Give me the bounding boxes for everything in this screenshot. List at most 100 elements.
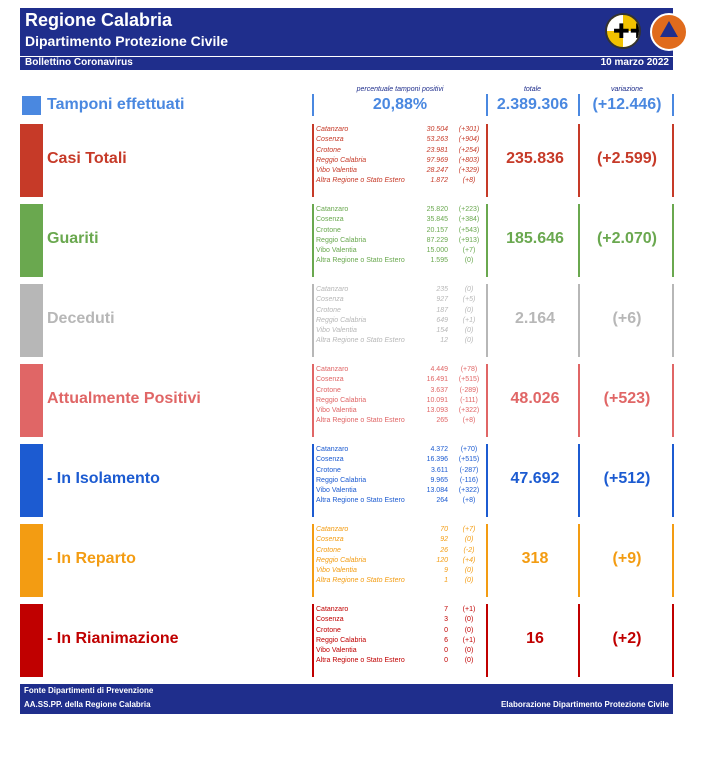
section-title: Deceduti <box>47 310 115 327</box>
province-delta: (+543) <box>458 226 480 234</box>
province-value: 20.157 <box>426 226 448 234</box>
province-value: 13.084 <box>426 487 448 495</box>
province-name: Catanzaro <box>316 526 349 533</box>
divider-line <box>672 204 674 277</box>
province-name: Altra Regione o Stato Estero <box>316 417 405 425</box>
section-variation: (+9) <box>612 550 642 567</box>
province-row: Crotone 3.611 (-287) <box>316 466 486 476</box>
province-delta: (0) <box>464 616 474 624</box>
province-name: Altra Regione o Stato Estero <box>316 657 405 665</box>
province-name: Cosenza <box>316 296 344 304</box>
province-name: Vibo Valentia <box>316 247 357 255</box>
province-delta: (+515) <box>458 376 480 384</box>
divider-line <box>578 204 580 277</box>
section-variation: (+523) <box>603 390 651 407</box>
province-value: 10.091 <box>426 396 448 404</box>
province-name: Altra Regione o Stato Estero <box>316 497 405 505</box>
province-value: 0 <box>444 657 448 665</box>
province-delta: (0) <box>464 647 474 655</box>
province-name: Cosenza <box>316 216 344 224</box>
section-title: Casi Totali <box>47 150 127 167</box>
province-value: 0 <box>444 647 448 655</box>
province-delta: (+78) <box>460 366 478 373</box>
province-value: 0 <box>444 626 448 634</box>
province-breakdown: Catanzaro 25.820 (+223) Cosenza 35.845 (+384)… <box>316 205 486 267</box>
province-row: Crotone 0 (0) <box>316 626 486 636</box>
divider-line <box>672 364 674 437</box>
divider-line <box>578 124 580 197</box>
section-total: 16 <box>526 630 544 647</box>
province-value: 264 <box>436 497 448 505</box>
divider-line <box>486 444 488 517</box>
province-name: Vibo Valentia <box>316 327 357 335</box>
province-delta: (+322) <box>458 407 480 415</box>
province-delta: (0) <box>464 337 474 345</box>
province-row: Altra Regione o Stato Estero 1.595 (0) <box>316 256 486 266</box>
divider-line <box>672 524 674 597</box>
province-breakdown: Catanzaro 4.372 (+70) Cosenza 16.396 (+515) Cr… <box>316 445 486 507</box>
province-value: 13.093 <box>426 407 448 415</box>
divider-line <box>672 124 674 197</box>
province-row: Crotone 187 (0) <box>316 306 486 316</box>
province-row: Reggio Calabria 649 (+1) <box>316 316 486 326</box>
province-row: Vibo Valentia 13.084 (+322) <box>316 486 486 496</box>
tamponi-color-square <box>22 96 41 115</box>
province-value: 187 <box>436 306 448 314</box>
province-delta: (+904) <box>458 136 480 144</box>
province-name: Reggio Calabria <box>316 316 367 324</box>
stat-section: - In Reparto Catanzaro 70 (+7) Cosenza 92 (0) C… <box>20 524 675 597</box>
province-value: 4.449 <box>430 366 448 373</box>
province-delta: (-111) <box>460 396 478 404</box>
province-delta: (+1) <box>462 636 476 644</box>
province-row: Cosenza 16.396 (+515) <box>316 455 486 465</box>
tamponi-label: Tamponi effettuati <box>47 96 185 113</box>
province-value: 3 <box>444 616 448 624</box>
region-title: Regione Calabria <box>25 10 173 30</box>
province-value: 6 <box>444 636 448 644</box>
province-value: 87.229 <box>426 236 448 244</box>
province-value: 53.263 <box>426 136 448 144</box>
protezione-civile-logo-icon <box>650 13 688 51</box>
divider-line <box>672 94 674 116</box>
province-name: Crotone <box>316 626 341 634</box>
province-delta: (+8) <box>462 417 476 425</box>
province-value: 1 <box>444 577 448 585</box>
bulletin-date: 10 marzo 2022 <box>600 57 669 68</box>
province-delta: (+384) <box>458 216 480 224</box>
province-delta: (+322) <box>458 487 480 495</box>
divider-line <box>578 524 580 597</box>
province-value: 7 <box>444 606 448 613</box>
province-name: Cosenza <box>316 616 344 624</box>
province-value: 9 <box>444 567 448 575</box>
footer-banner: Fonte Dipartimenti di Prevenzione AA.SS.… <box>20 684 673 714</box>
province-value: 92 <box>440 536 448 544</box>
province-value: 927 <box>436 296 448 304</box>
province-name: Cosenza <box>316 456 344 464</box>
divider-line <box>578 604 580 677</box>
province-row: Altra Regione o Stato Estero 1 (0) <box>316 576 486 586</box>
department-subtitle: Dipartimento Protezione Civile <box>25 33 229 49</box>
section-title: - In Rianimazione <box>47 630 179 647</box>
section-color-bar <box>20 524 43 597</box>
province-delta: (+7) <box>462 526 476 533</box>
divider-line <box>312 444 314 517</box>
province-delta: (0) <box>464 577 474 585</box>
tamponi-positive-pct: 20,88% <box>372 96 428 113</box>
province-delta: (-2) <box>463 546 475 554</box>
province-value: 649 <box>436 316 448 324</box>
stat-section: Deceduti Catanzaro 235 (0) Cosenza 927 (+5) Cro… <box>20 284 675 357</box>
column-header-total: totale <box>523 86 542 93</box>
footer-credit: Elaborazione Dipartimento Protezione Civ… <box>500 700 669 709</box>
province-delta: (0) <box>464 626 474 634</box>
section-variation: (+512) <box>603 470 651 487</box>
province-name: Catanzaro <box>316 286 349 293</box>
section-color-bar <box>20 284 43 357</box>
footer-source-line1: Fonte Dipartimenti di Prevenzione <box>24 686 154 695</box>
province-delta: (0) <box>464 306 474 314</box>
province-row: Vibo Valentia 9 (0) <box>316 566 486 576</box>
divider-line <box>312 94 314 116</box>
province-value: 16.396 <box>426 456 448 464</box>
province-delta: (+515) <box>458 456 480 464</box>
province-row: Vibo Valentia 154 (0) <box>316 326 486 336</box>
province-row: Catanzaro 30.504 (+301) <box>316 125 486 135</box>
